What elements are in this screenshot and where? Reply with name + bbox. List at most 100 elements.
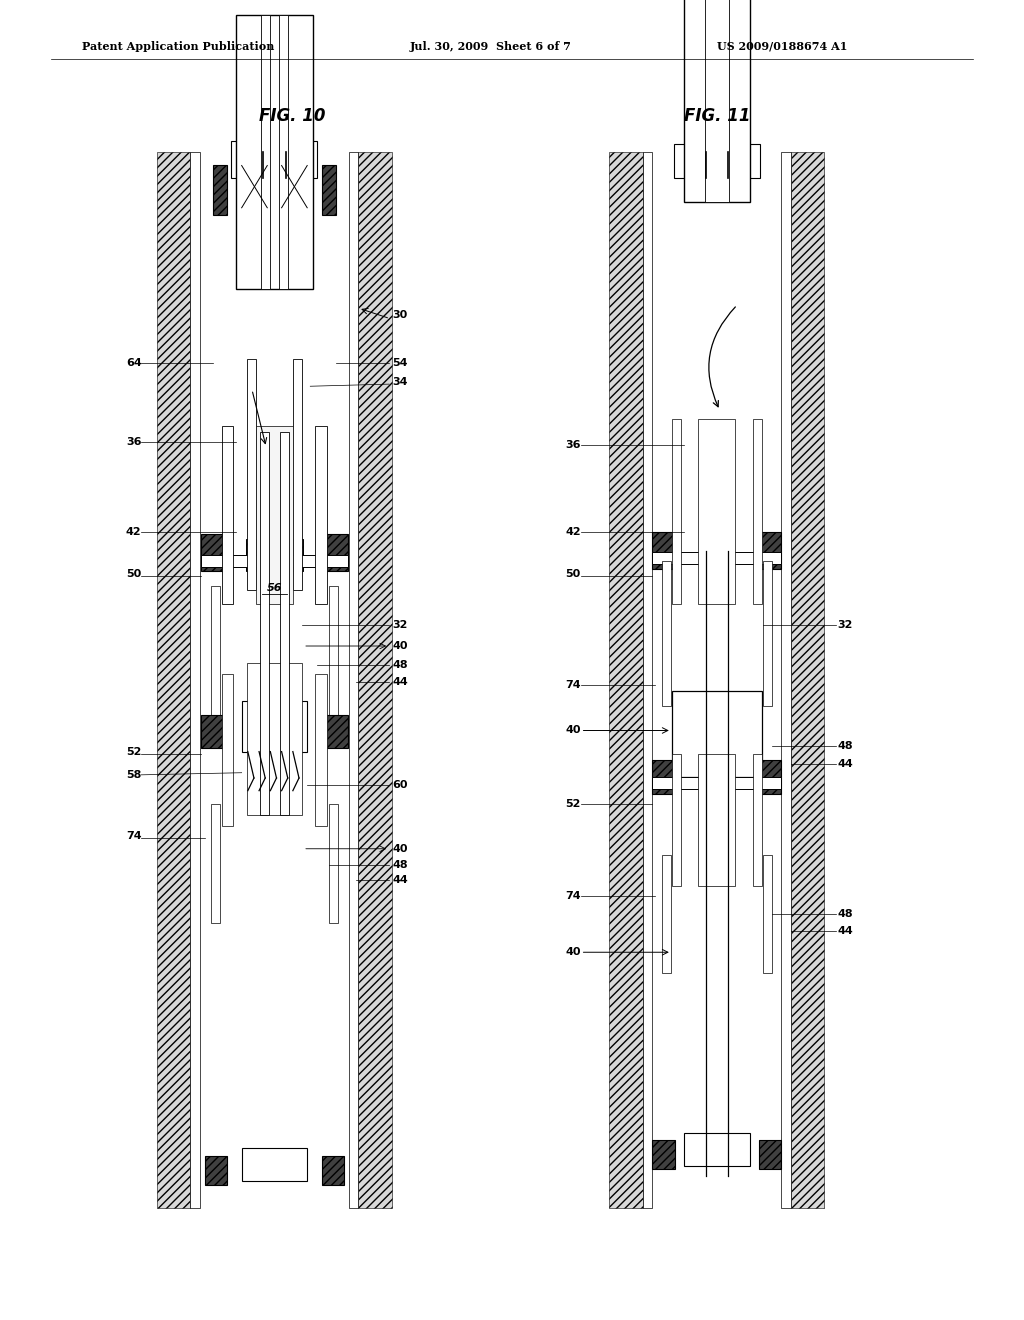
Bar [763, 854, 772, 973]
Text: Patent Application Publication: Patent Application Publication [82, 41, 274, 51]
Bar [322, 165, 336, 215]
Bar [247, 359, 256, 590]
Bar [349, 152, 358, 1208]
Bar [157, 152, 190, 1208]
Text: 48: 48 [392, 859, 408, 870]
Bar [242, 1148, 307, 1181]
Bar [231, 141, 317, 178]
Text: 32: 32 [838, 620, 853, 630]
Text: 52: 52 [565, 800, 581, 809]
Bar [643, 152, 652, 1208]
Text: 54: 54 [392, 358, 408, 368]
Text: 44: 44 [838, 759, 853, 770]
Bar [190, 152, 200, 1208]
Bar [684, 0, 750, 202]
Bar [201, 715, 224, 748]
Bar [242, 701, 307, 751]
Text: 74: 74 [565, 680, 581, 690]
Text: 60: 60 [392, 780, 408, 791]
Bar [662, 561, 671, 706]
Bar [759, 759, 781, 793]
Bar [246, 540, 266, 572]
Bar [652, 776, 781, 788]
Bar [325, 715, 348, 748]
Bar [329, 804, 338, 923]
Text: 42: 42 [565, 527, 581, 537]
Polygon shape [252, 796, 297, 809]
Bar [283, 540, 303, 572]
Text: 40: 40 [565, 726, 581, 735]
Bar [280, 432, 289, 814]
Text: 48: 48 [838, 909, 853, 919]
Text: FIG. 10: FIG. 10 [259, 107, 325, 125]
Bar [256, 425, 293, 603]
Text: 74: 74 [126, 832, 141, 841]
Text: 74: 74 [565, 891, 581, 902]
Bar [652, 1139, 675, 1168]
Text: 30: 30 [392, 310, 408, 321]
Bar [759, 1139, 781, 1168]
Bar [672, 692, 762, 777]
Bar [672, 418, 681, 603]
Bar [358, 152, 392, 1208]
Bar [325, 535, 348, 572]
Bar [236, 15, 313, 289]
Text: 44: 44 [392, 677, 408, 686]
Text: 42: 42 [126, 527, 141, 537]
Bar [662, 854, 671, 973]
Bar [315, 673, 327, 825]
Bar [282, 165, 307, 207]
Bar [652, 759, 675, 793]
Bar [222, 673, 233, 825]
Text: 48: 48 [392, 660, 408, 671]
Bar [652, 552, 781, 564]
Bar [781, 152, 791, 1208]
Bar [705, 0, 729, 202]
Bar [763, 561, 772, 706]
Bar [672, 754, 681, 886]
Text: 56: 56 [266, 583, 283, 593]
Text: 32: 32 [392, 620, 408, 630]
Bar [609, 152, 643, 1208]
Text: 34: 34 [392, 378, 408, 387]
Bar [239, 90, 310, 202]
Bar [250, 754, 299, 783]
Bar [684, 1133, 750, 1166]
Bar [261, 15, 270, 289]
Bar [211, 804, 220, 923]
Bar [652, 532, 675, 569]
Bar [279, 15, 288, 289]
Text: 48: 48 [838, 742, 853, 751]
Bar [753, 754, 762, 886]
Text: 44: 44 [838, 927, 853, 936]
Text: 64: 64 [126, 358, 141, 368]
Bar [315, 425, 327, 603]
Text: 36: 36 [565, 441, 581, 450]
Bar [260, 432, 269, 814]
Text: 40: 40 [565, 948, 581, 957]
Text: 58: 58 [126, 770, 141, 780]
Text: 50: 50 [126, 569, 141, 579]
Bar [201, 535, 224, 572]
Text: 52: 52 [126, 747, 141, 756]
Bar [791, 152, 824, 1208]
Bar [222, 425, 233, 603]
Text: 40: 40 [392, 843, 408, 854]
Bar [293, 359, 302, 590]
Text: US 2009/0188674 A1: US 2009/0188674 A1 [717, 41, 847, 51]
Text: 50: 50 [565, 569, 581, 579]
Text: 40: 40 [392, 642, 408, 651]
Bar [753, 418, 762, 603]
Bar [201, 554, 348, 566]
Bar [322, 1155, 344, 1184]
Text: Jul. 30, 2009  Sheet 6 of 7: Jul. 30, 2009 Sheet 6 of 7 [410, 41, 571, 51]
Bar [205, 1155, 227, 1184]
Text: FIG. 11: FIG. 11 [684, 107, 750, 125]
Bar [247, 663, 302, 814]
Bar [674, 144, 760, 178]
Bar [698, 754, 735, 886]
Bar [698, 418, 735, 603]
Bar [329, 586, 338, 738]
Text: 36: 36 [126, 437, 141, 447]
Bar [211, 586, 220, 738]
